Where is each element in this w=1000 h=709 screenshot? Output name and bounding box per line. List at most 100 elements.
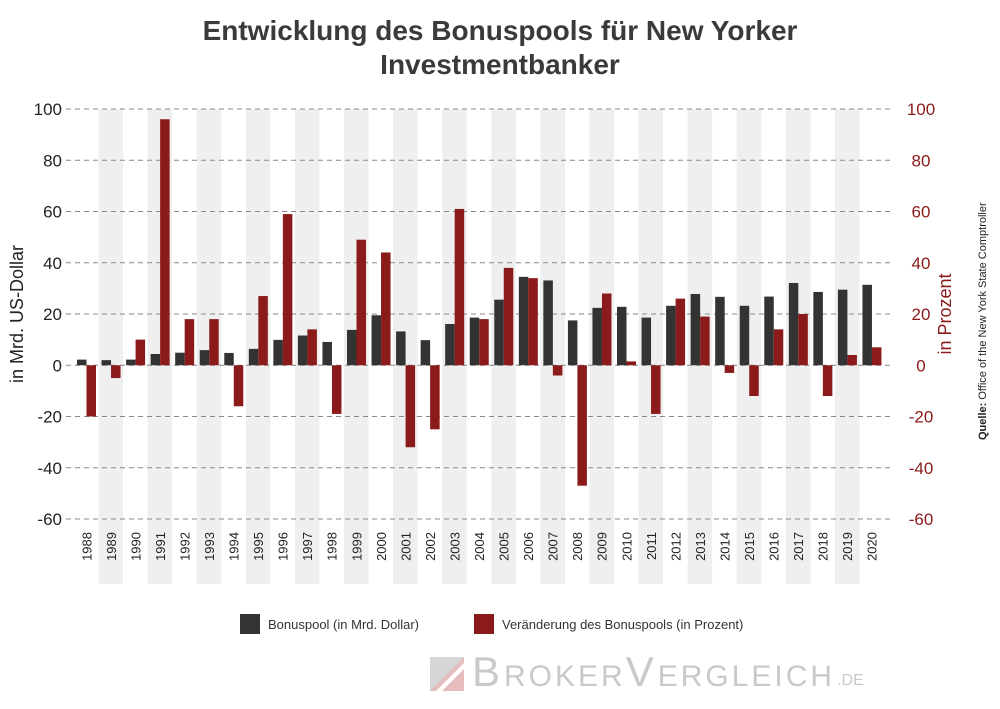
legend-label-change: Veränderung des Bonuspools (in Prozent) bbox=[502, 616, 744, 632]
brand-logo: BROKERVERGLEICH .DE bbox=[430, 650, 864, 694]
bar-change bbox=[503, 267, 514, 366]
y-tick-label-left: 0 bbox=[53, 356, 62, 375]
y-tick-label-left: 80 bbox=[43, 151, 62, 170]
bar-bonuspool bbox=[617, 306, 627, 366]
y-tick-label-right: -60 bbox=[909, 510, 934, 529]
y-tick-label-right: -40 bbox=[909, 459, 934, 478]
bar-bonuspool bbox=[837, 289, 848, 366]
bar-change bbox=[282, 214, 293, 366]
x-tick-label: 2015 bbox=[742, 532, 757, 561]
x-tick-label: 2002 bbox=[423, 532, 438, 561]
x-tick-label: 2018 bbox=[816, 532, 831, 561]
x-tick-label: 1998 bbox=[325, 532, 340, 561]
x-tick-label: 1990 bbox=[128, 532, 143, 561]
logo-tld: .DE bbox=[837, 672, 864, 689]
source-text: Office of the New York State Comptroller bbox=[977, 202, 989, 400]
y-tick-label-left: -20 bbox=[37, 408, 62, 427]
legend-swatch-change bbox=[474, 614, 494, 634]
y-tick-label-right: 40 bbox=[912, 254, 931, 273]
bar-change bbox=[871, 347, 882, 366]
y-tick-label-left: 40 bbox=[43, 254, 62, 273]
bar-bonuspool bbox=[420, 340, 431, 366]
x-tick-label: 1997 bbox=[300, 532, 315, 561]
bar-change bbox=[356, 239, 366, 366]
x-tick-label: 1999 bbox=[349, 532, 364, 561]
bar-bonuspool bbox=[101, 360, 112, 366]
bar-change bbox=[822, 365, 833, 396]
bar-change bbox=[209, 319, 219, 366]
bar-bonuspool bbox=[77, 359, 87, 366]
bar-change bbox=[331, 365, 342, 414]
x-tick-label: 1988 bbox=[79, 532, 94, 561]
bar-change bbox=[847, 355, 857, 366]
x-tick-label: 1995 bbox=[251, 532, 266, 561]
source-note: Quelle: Office of the New York State Com… bbox=[977, 202, 989, 440]
bar-bonuspool bbox=[150, 353, 161, 366]
bar-change bbox=[111, 365, 121, 379]
bar-bonuspool bbox=[224, 352, 234, 366]
bar-bonuspool bbox=[371, 315, 382, 366]
bar-bonuspool bbox=[567, 320, 578, 366]
x-tick-label: 2019 bbox=[840, 532, 855, 561]
bar-change bbox=[184, 319, 195, 366]
x-tick-label: 1989 bbox=[104, 532, 119, 561]
x-tick-label: 2005 bbox=[497, 532, 512, 561]
x-tick-label: 2010 bbox=[619, 532, 634, 561]
bar-change bbox=[724, 365, 735, 373]
x-tick-label: 2017 bbox=[791, 532, 806, 561]
bar-bonuspool bbox=[666, 305, 676, 366]
y-axis-title-left: in Mrd. US-Dollar bbox=[7, 245, 27, 383]
bar-change bbox=[773, 329, 784, 366]
x-tick-label: 2000 bbox=[374, 532, 389, 561]
bar-bonuspool bbox=[248, 348, 259, 366]
bar-change bbox=[552, 365, 563, 376]
x-tick-label: 2009 bbox=[595, 532, 610, 561]
y-tick-label-right: 0 bbox=[916, 356, 925, 375]
x-tick-label: 2006 bbox=[521, 532, 536, 561]
y-tick-label-left: 100 bbox=[34, 100, 62, 119]
x-tick-label: 2020 bbox=[865, 532, 880, 561]
bar-change bbox=[135, 339, 146, 366]
bar-change bbox=[675, 298, 686, 366]
y-tick-label-right: 80 bbox=[912, 151, 931, 170]
bar-change bbox=[577, 365, 587, 486]
x-tick-label: 2007 bbox=[546, 532, 561, 561]
bar-bonuspool bbox=[813, 291, 823, 366]
bar-bonuspool bbox=[396, 331, 406, 366]
bar-change bbox=[479, 319, 489, 366]
bar-bonuspool bbox=[199, 350, 210, 366]
chart-title-line2: Investmentbanker bbox=[380, 49, 620, 80]
x-tick-label: 2003 bbox=[447, 532, 462, 561]
bar-change bbox=[381, 252, 391, 366]
bar-change bbox=[160, 119, 170, 366]
logo-mark-icon bbox=[430, 657, 464, 691]
bar-bonuspool bbox=[690, 294, 701, 366]
bar-bonuspool bbox=[347, 329, 357, 366]
bar-change bbox=[258, 296, 268, 366]
bar-change bbox=[528, 278, 538, 366]
x-tick-label: 2012 bbox=[668, 532, 683, 561]
x-tick-label: 2008 bbox=[570, 532, 585, 561]
bar-bonuspool bbox=[273, 339, 283, 366]
chart-title-line1: Entwicklung des Bonuspools für New Yorke… bbox=[202, 15, 798, 46]
bar-change bbox=[626, 361, 636, 366]
y-tick-label-right: 60 bbox=[912, 203, 931, 222]
legend-item-change: Veränderung des Bonuspools (in Prozent) bbox=[474, 614, 743, 634]
bar-bonuspool bbox=[715, 296, 725, 366]
y-tick-label-left: -40 bbox=[37, 459, 62, 478]
bar-change bbox=[454, 208, 465, 366]
y-axis-title-right: in Prozent bbox=[935, 273, 955, 354]
background-band bbox=[98, 109, 124, 584]
x-tick-label: 1992 bbox=[177, 532, 192, 561]
bar-change bbox=[233, 365, 244, 407]
x-tick-label: 1996 bbox=[276, 532, 291, 561]
bar-bonuspool bbox=[322, 341, 332, 366]
x-tick-label: 1993 bbox=[202, 532, 217, 561]
bar-change bbox=[749, 365, 759, 396]
bar-bonuspool bbox=[764, 296, 774, 366]
chart-legend: Bonuspool (in Mrd. Dollar) Veränderung d… bbox=[0, 614, 1000, 636]
bar-bonuspool bbox=[445, 323, 455, 366]
x-tick-label: 2014 bbox=[717, 532, 732, 561]
legend-swatch-bonuspool bbox=[240, 614, 260, 634]
